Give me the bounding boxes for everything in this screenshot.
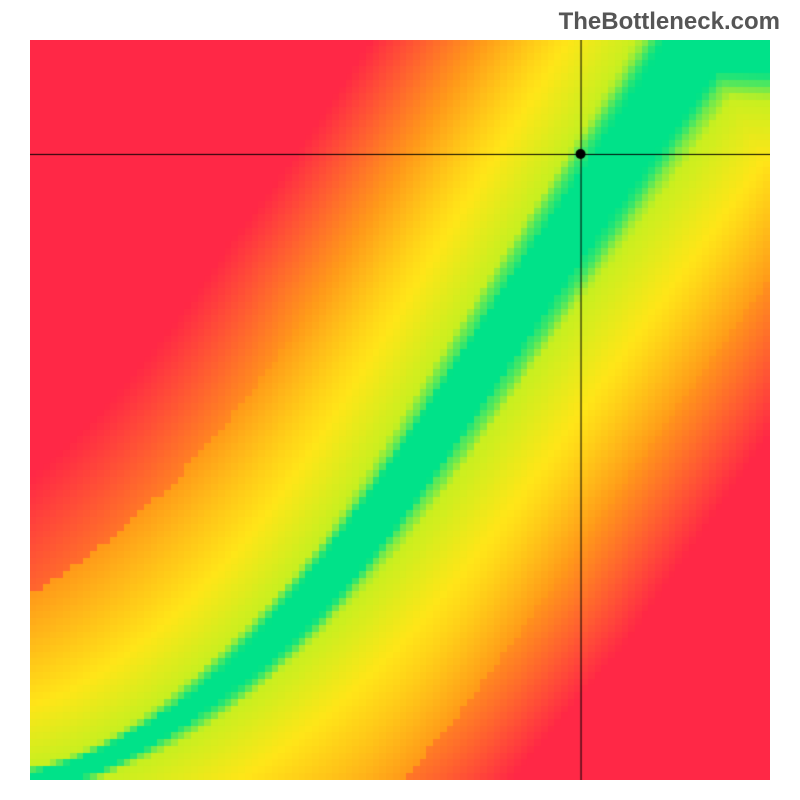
heatmap-chart bbox=[30, 40, 770, 780]
watermark-text: TheBottleneck.com bbox=[559, 8, 780, 36]
heatmap-canvas bbox=[30, 40, 770, 780]
